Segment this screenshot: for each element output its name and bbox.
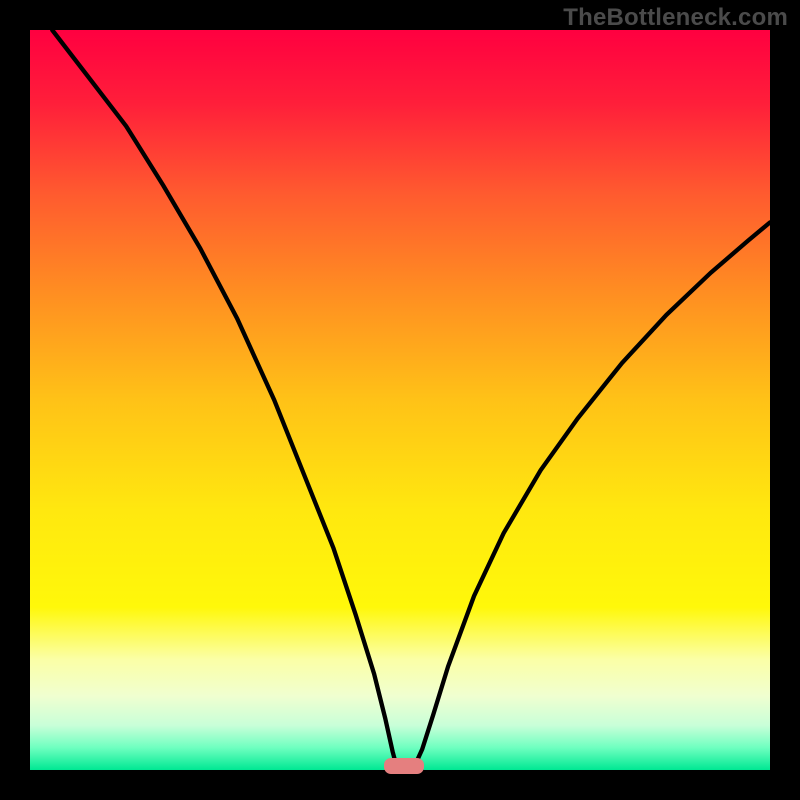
- bottleneck-curve: [30, 30, 770, 770]
- optimum-marker: [384, 758, 424, 774]
- chart-stage: TheBottleneck.com: [0, 0, 800, 800]
- plot-area: [30, 30, 770, 770]
- curve-path: [52, 30, 770, 769]
- watermark-text: TheBottleneck.com: [563, 4, 788, 32]
